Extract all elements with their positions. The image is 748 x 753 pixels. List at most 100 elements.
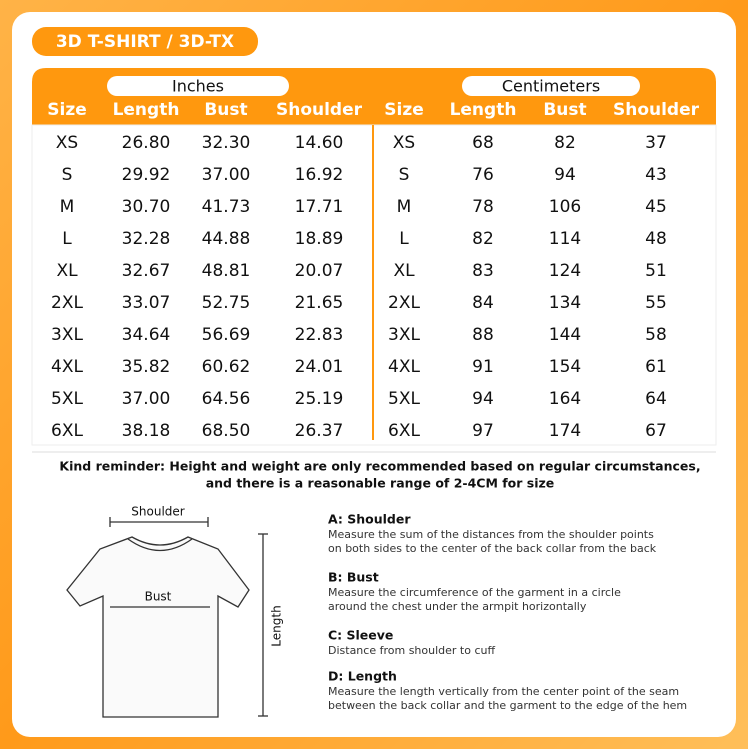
cell: 2XL	[388, 293, 420, 313]
cell: 94	[472, 389, 494, 409]
cell: 64.56	[202, 389, 251, 409]
cell: 58	[645, 325, 667, 345]
cell: 174	[549, 421, 581, 441]
cell: 6XL	[388, 421, 420, 441]
cell: 14.60	[295, 133, 344, 153]
note-text: around the chest under the armpit horizo…	[328, 600, 587, 613]
cell: L	[399, 229, 409, 249]
cell: 37.00	[202, 165, 251, 185]
cell: 68	[472, 133, 494, 153]
cell: 29.92	[122, 165, 171, 185]
cell: 33.07	[122, 293, 171, 313]
cell: 38.18	[122, 421, 171, 441]
cell: 5XL	[388, 389, 420, 409]
cell: S	[62, 165, 73, 185]
note-text: Distance from shoulder to cuff	[328, 644, 495, 657]
column-header: Size	[47, 100, 87, 120]
collar	[127, 538, 193, 552]
note-text: between the back collar and the garment …	[328, 699, 687, 712]
group-label: Centimeters	[502, 77, 600, 96]
note-title: D: Length	[328, 669, 397, 684]
cell: 51	[645, 261, 667, 281]
cell: 78	[472, 197, 494, 217]
cell: 94	[554, 165, 576, 185]
reminder: Kind reminder: Height and weight are onl…	[59, 459, 700, 474]
cell: 164	[549, 389, 581, 409]
cell: M	[397, 197, 412, 217]
cell: 25.19	[295, 389, 344, 409]
cell: 64	[645, 389, 667, 409]
cell: 43	[645, 165, 667, 185]
cell: 48	[645, 229, 667, 249]
cell: 106	[549, 197, 581, 217]
cell: 60.62	[202, 357, 251, 377]
cell: 48.81	[202, 261, 251, 281]
cell: 34.64	[122, 325, 171, 345]
cell: 4XL	[51, 357, 83, 377]
cell: S	[399, 165, 410, 185]
cell: 67	[645, 421, 667, 441]
note-text: Measure the length vertically from the c…	[328, 685, 679, 698]
bust-label: Bust	[145, 590, 172, 604]
group-pill	[107, 76, 289, 96]
tshirt	[66, 536, 250, 718]
cell: 56.69	[202, 325, 251, 345]
cell: 84	[472, 293, 494, 313]
cell: M	[60, 197, 75, 217]
cell: XL	[393, 261, 415, 281]
column-header: Length	[113, 100, 180, 120]
cell: 37.00	[122, 389, 171, 409]
cell: 97	[472, 421, 494, 441]
column-header: Length	[450, 100, 517, 120]
cell: 76	[472, 165, 494, 185]
title: 3D T-SHIRT / 3D-TX	[56, 32, 234, 52]
cell: 52.75	[202, 293, 251, 313]
cell: XS	[393, 133, 415, 153]
note-text: on both sides to the center of the back …	[328, 542, 657, 555]
note-text: Measure the sum of the distances from th…	[328, 528, 654, 541]
cell: 32.30	[202, 133, 251, 153]
cell: 3XL	[388, 325, 420, 345]
cell: 21.65	[295, 293, 344, 313]
cell: 55	[645, 293, 667, 313]
group-pill	[462, 76, 640, 96]
cell: 26.80	[122, 133, 171, 153]
cell: 17.71	[295, 197, 344, 217]
cell: XS	[56, 133, 78, 153]
cell: 144	[549, 325, 581, 345]
cell: 154	[549, 357, 581, 377]
cell: 5XL	[51, 389, 83, 409]
cell: 26.37	[295, 421, 344, 441]
cell: 6XL	[51, 421, 83, 441]
title-pill	[32, 27, 258, 56]
cell: 16.92	[295, 165, 344, 185]
note-title: B: Bust	[328, 570, 379, 585]
cell: 3XL	[51, 325, 83, 345]
cell: 37	[645, 133, 667, 153]
cell: L	[62, 229, 72, 249]
cell: 32.28	[122, 229, 171, 249]
tshirt-diagram	[66, 517, 268, 718]
cell: 44.88	[202, 229, 251, 249]
reminder: and there is a reasonable range of 2-4CM…	[206, 476, 555, 491]
cell: 124	[549, 261, 581, 281]
cell: 82	[554, 133, 576, 153]
cell: 20.07	[295, 261, 344, 281]
cell: XL	[56, 261, 78, 281]
cell: 134	[549, 293, 581, 313]
column-header: Size	[384, 100, 424, 120]
cell: 30.70	[122, 197, 171, 217]
cell: 83	[472, 261, 494, 281]
column-header: Shoulder	[613, 100, 700, 120]
cell: 91	[472, 357, 494, 377]
cell: 41.73	[202, 197, 251, 217]
cell: 35.82	[122, 357, 171, 377]
cell: 61	[645, 357, 667, 377]
cell: 24.01	[295, 357, 344, 377]
length-label: Length	[270, 605, 284, 646]
column-header: Bust	[204, 100, 247, 120]
column-header: Shoulder	[276, 100, 363, 120]
cell: 4XL	[388, 357, 420, 377]
column-header: Bust	[543, 100, 586, 120]
